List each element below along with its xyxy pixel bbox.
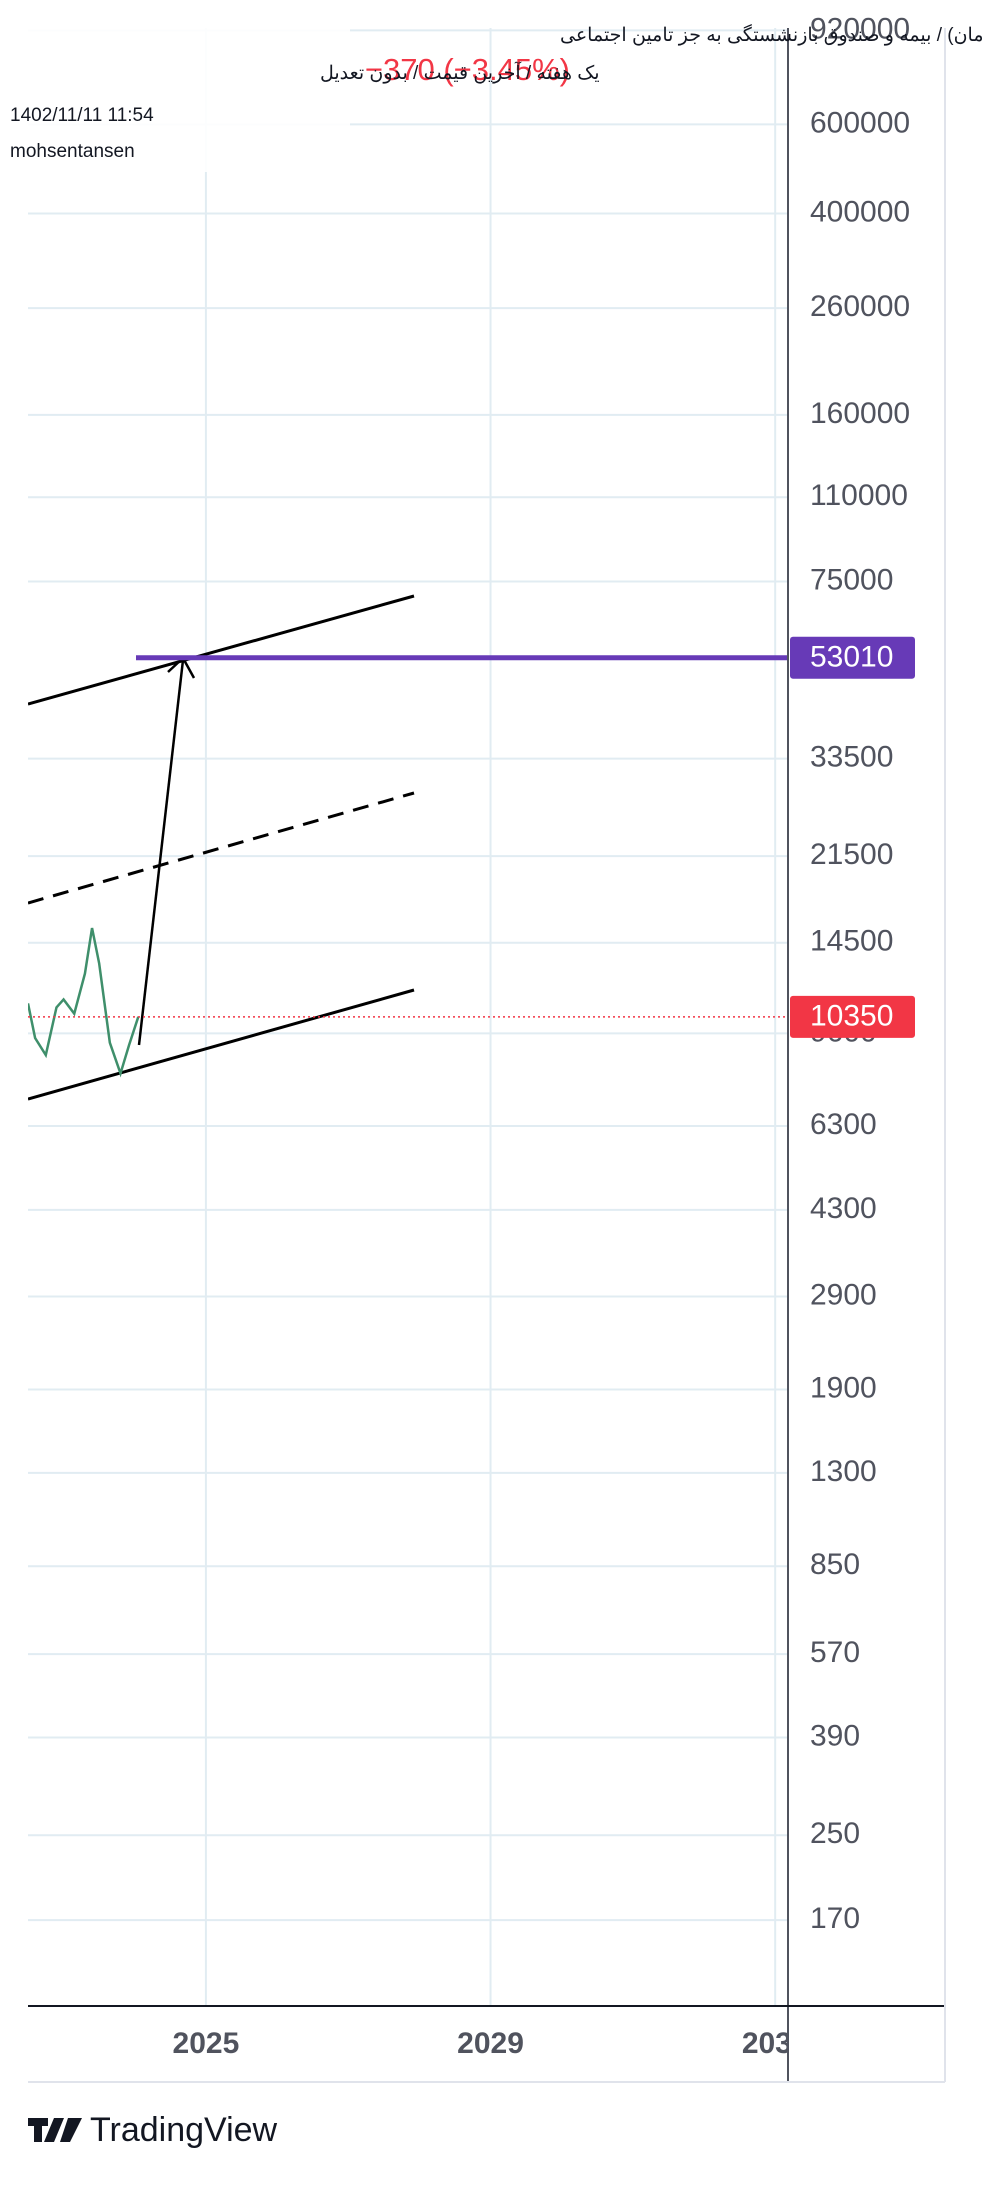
logo (28, 2118, 82, 2142)
y-tick-label: 160000 (810, 397, 910, 430)
axes: 920000 600000 400000 260000 160000 110000 7500… (173, 12, 911, 2060)
price-label: 10350 (810, 1000, 893, 1033)
y-tick-label: 170 (810, 1902, 860, 1935)
y-tick-label: 33500 (810, 741, 893, 774)
y-tick-label: 600000 (810, 106, 910, 139)
channel-mid (28, 791, 415, 905)
price-lines (28, 655, 788, 1018)
x-tick-label: 2029 (457, 2027, 524, 2060)
price-labels: 53010 10350 (790, 636, 915, 1038)
change: −370 (−3.45%) (365, 52, 570, 87)
symbol: بساما (بیمه سامان) / بیمه و صندوق بازنشس… (560, 23, 982, 46)
x-tick-label: 2033 (742, 2027, 809, 2060)
y-tick-label: 75000 (810, 563, 893, 596)
y-tick-label: 390 (810, 1719, 860, 1752)
series (28, 927, 140, 1078)
x-tick-label: 2025 (173, 2027, 240, 2060)
grid (28, 28, 788, 2006)
author: mohsentansen (10, 141, 135, 162)
price-label: 53010 (810, 641, 893, 674)
price-line (28, 927, 140, 1078)
settings: یک هفته / آخرین قیمت / بدون تعدیل (320, 61, 600, 84)
y-tick-label: 260000 (810, 290, 910, 323)
arrow (137, 659, 185, 1046)
y-tick-label: 110000 (810, 479, 908, 512)
y-tick-label: 1300 (810, 1455, 877, 1488)
y-tick-label: 4300 (810, 1192, 877, 1225)
y-tick-label: 2900 (810, 1278, 877, 1311)
y-tick-label: 250 (810, 1817, 860, 1850)
y-tick-label: 1900 (810, 1371, 877, 1404)
y-tick-label: 400000 (810, 195, 910, 228)
price-label-bg (790, 636, 915, 679)
y-tick-label: 6300 (810, 1108, 877, 1141)
timestamp: 1402/11/11 11:54 (10, 105, 154, 126)
channel-lower (28, 988, 415, 1101)
drawings (28, 594, 415, 1101)
y-tick-label: 14500 (810, 925, 893, 958)
y-tick-label: 850 (810, 1548, 860, 1581)
y-tick-label: 21500 (810, 838, 893, 871)
y-tick-label: 570 (810, 1636, 860, 1669)
y-tick-label: 920000 (810, 12, 910, 45)
header-bg (0, 22, 350, 172)
price-label-bg (790, 995, 915, 1038)
channel-upper (28, 594, 415, 706)
brand: TradingView (90, 2111, 278, 2149)
